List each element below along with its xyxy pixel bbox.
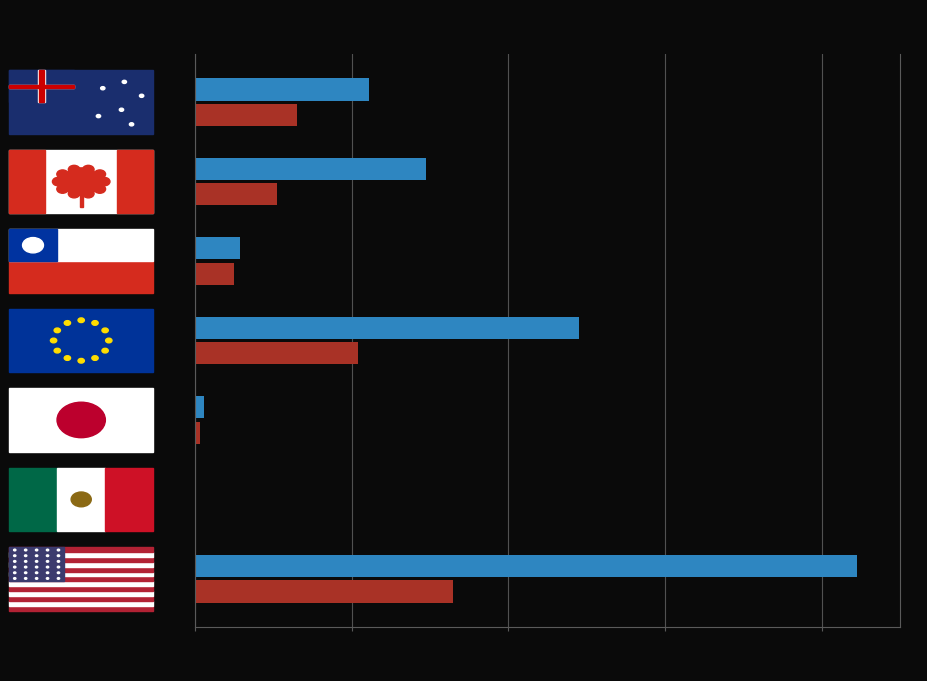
- Bar: [195, 422, 200, 444]
- Bar: [195, 475, 196, 498]
- Bar: [195, 317, 578, 339]
- Bar: [195, 158, 425, 180]
- Bar: [195, 396, 203, 418]
- Bar: [195, 104, 297, 126]
- Bar: [195, 580, 453, 603]
- Bar: [195, 183, 277, 206]
- Bar: [195, 342, 358, 364]
- Bar: [195, 78, 368, 101]
- Bar: [195, 555, 857, 577]
- Bar: [195, 263, 234, 285]
- Bar: [195, 237, 240, 259]
